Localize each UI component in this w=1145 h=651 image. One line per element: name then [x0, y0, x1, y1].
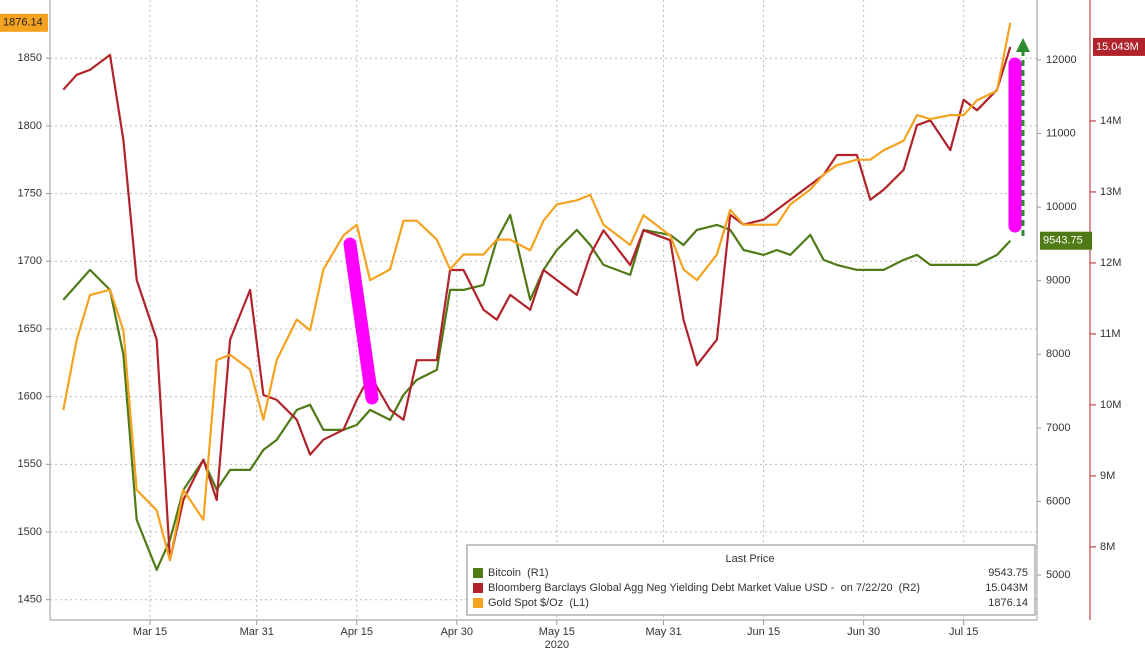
- y2-tick-label: 10000: [1046, 201, 1077, 213]
- legend: Last Price Bitcoin (R1) 9543.75 Bloomberg …: [466, 544, 1036, 616]
- y2-tick-label: 5000: [1046, 569, 1070, 581]
- last-value-tag: [1093, 37, 1145, 56]
- x-tick-label: Jun 30: [847, 626, 880, 638]
- y2-tick-label: 12000: [1046, 54, 1077, 66]
- y3-tick-label: 8M: [1100, 541, 1115, 553]
- last-value-tag: [1040, 231, 1092, 250]
- x-tick-label: Jul 15: [949, 626, 978, 638]
- y-tick-label: 1500: [18, 526, 42, 538]
- y3-tick-label: 14M: [1100, 115, 1121, 127]
- last-value-label: 1876.14: [3, 17, 43, 29]
- y2-tick-label: 11000: [1046, 127, 1076, 139]
- y2-tick-label: 8000: [1046, 348, 1070, 360]
- legend-swatch: [473, 583, 483, 593]
- y3-tick-label: 12M: [1100, 257, 1121, 269]
- last-value-label: 15.043M: [1096, 41, 1139, 53]
- last-value-tag: [0, 13, 48, 32]
- x-tick-label: Jun 15: [747, 626, 780, 638]
- y3-tick-label: 9M: [1100, 470, 1115, 482]
- x-tick-label: Mar 15: [133, 626, 167, 638]
- legend-label: Bloomberg Barclays Global Agg Neg Yieldi…: [488, 582, 920, 594]
- y2-tick-label: 7000: [1046, 422, 1070, 434]
- y-tick-label: 1650: [18, 323, 42, 335]
- y2-tick-label: 6000: [1046, 495, 1070, 507]
- legend-label: Gold Spot $/Oz (L1): [488, 597, 589, 609]
- y-tick-label: 1550: [18, 458, 42, 470]
- y-tick-label: 1800: [18, 120, 42, 132]
- series-line: [62, 46, 1012, 561]
- plot: [62, 22, 1012, 571]
- legend-value: 1876.14: [988, 597, 1028, 609]
- trend-arrow-head: [1016, 38, 1030, 52]
- y-tick-label: 1750: [18, 187, 42, 199]
- x-tick-label: May 15: [539, 626, 575, 638]
- x-tick-label: Apr 15: [341, 626, 373, 638]
- legend-box: [466, 544, 1036, 616]
- y3-tick-label: 13M: [1100, 186, 1121, 198]
- last-value-label: 9543.75: [1043, 235, 1083, 247]
- x-tick-label: Apr 30: [441, 626, 473, 638]
- axes: Mar 15 Mar 31 Apr 15 Apr 30 May 15 May 31 Jun …: [0, 13, 1145, 638]
- y-tick-label: 1450: [18, 594, 42, 606]
- y3-tick-label: 10M: [1100, 399, 1121, 411]
- series-line: [62, 22, 1012, 562]
- legend-swatch: [473, 598, 483, 608]
- y-tick-label: 1600: [18, 391, 42, 403]
- legend-value: 15.043M: [985, 582, 1028, 594]
- x-year-label: 2020: [545, 639, 569, 651]
- y-tick-label: 1850: [18, 52, 42, 64]
- y3-tick-label: 11M: [1100, 328, 1121, 340]
- y2-tick-label: 9000: [1046, 275, 1070, 287]
- legend-value: 9543.75: [988, 567, 1028, 579]
- y-tick-label: 1700: [18, 255, 42, 267]
- x-tick-label: May 31: [646, 626, 682, 638]
- x-tick-label: Mar 31: [240, 626, 274, 638]
- legend-swatch: [473, 568, 483, 578]
- legend-title: Last Price: [726, 553, 775, 565]
- legend-label: Bitcoin (R1): [488, 567, 549, 579]
- highlight-stroke: [343, 237, 379, 405]
